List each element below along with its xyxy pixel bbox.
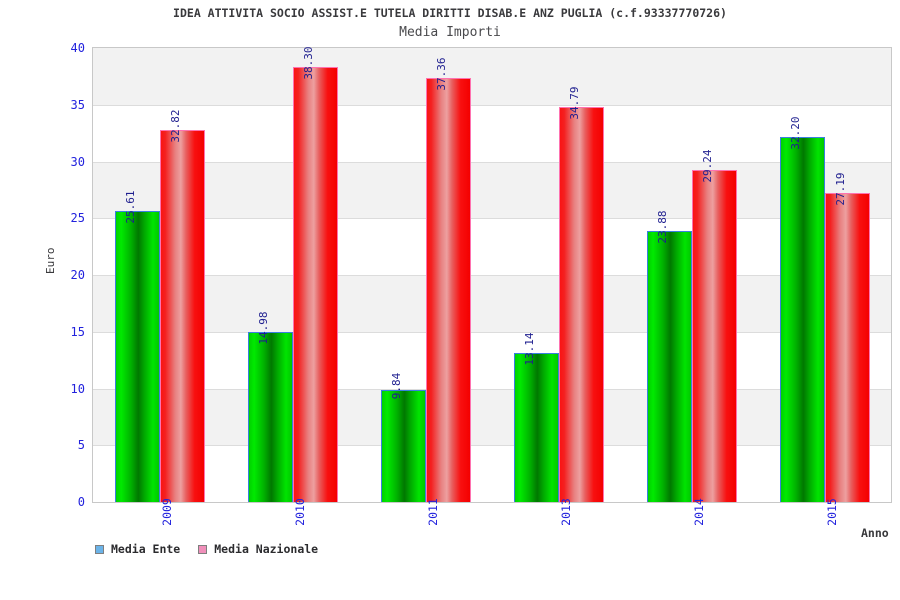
x-axis-tick-label-2014: 2014: [691, 498, 706, 526]
y-axis-tick-label: 25: [70, 211, 85, 226]
legend-label: Media Nazionale: [214, 542, 319, 556]
bar-value-label: 13.14: [523, 332, 536, 366]
bar-value-label: 32.20: [789, 115, 802, 150]
gridline: [93, 331, 891, 333]
bar-value-label: 34.79: [568, 86, 581, 120]
bar-2009-media-nazionale[interactable]: 32.82: [159, 109, 205, 502]
gridline: [93, 445, 891, 447]
x-axis-label: Anno: [861, 526, 889, 540]
legend-item-media-ente[interactable]: Media Ente: [95, 542, 180, 556]
x-axis-tick-label-2009: 2009: [159, 498, 174, 526]
bar-2015-media-ente[interactable]: 32.20: [779, 116, 825, 502]
y-axis-tick-label: 5: [77, 438, 85, 453]
bar-2014-media-nazionale[interactable]: 29.24: [691, 150, 737, 502]
bar-value-label: 27.19: [834, 172, 847, 206]
y-axis-tick-label: 10: [70, 381, 85, 396]
y-axis-tick-label: 30: [70, 154, 85, 169]
gridline: [93, 161, 891, 163]
plot-area: 0 5 10 15 20 25 30 35 40 25.61 32.82 2009 14.98 38.30…: [71, 41, 892, 526]
legend-swatch-icon: [95, 544, 104, 554]
bar-2014-media-ente[interactable]: 23.88: [646, 210, 692, 502]
bar-value-label: 23.88: [656, 210, 669, 244]
bar-2013-media-ente[interactable]: 13.14: [513, 332, 559, 502]
bar-value-label: 29.24: [701, 149, 714, 183]
x-axis-tick-label-2015: 2015: [824, 498, 839, 526]
bar-2013-media-nazionale[interactable]: 34.79: [558, 87, 604, 502]
gridline: [93, 218, 891, 220]
chart-title: IDEA ATTIVITA SOCIO ASSIST.E TUTELA DIRI…: [173, 6, 727, 20]
plot-band: [93, 275, 891, 332]
bar-2015-media-nazionale[interactable]: 27.19: [824, 173, 870, 502]
gridline: [93, 275, 891, 276]
bar-value-label: 32.82: [169, 108, 182, 143]
y-axis-tick-label: 0: [77, 495, 85, 509]
x-axis-tick-label-2010: 2010: [292, 498, 307, 526]
bar-2011-media-ente[interactable]: 9.84: [380, 373, 426, 502]
bar-value-label: 25.61: [124, 190, 137, 224]
legend-label: Media Ente: [111, 542, 181, 556]
gridline: [93, 104, 891, 106]
gridline: [93, 388, 891, 390]
plot-band: [93, 48, 891, 105]
bar-2010-media-ente[interactable]: 14.98: [247, 311, 293, 502]
plot-band: [93, 161, 891, 219]
y-axis-tick-label: 20: [70, 268, 85, 282]
bar-value-label: 9.84: [390, 373, 403, 400]
y-axis-tick-label: 40: [70, 41, 85, 55]
chart-legend: Media Ente Media Nazionale: [95, 542, 318, 556]
bar-value-label: 14.98: [257, 311, 270, 345]
x-axis-tick-label-2013: 2013: [558, 498, 573, 526]
y-axis-tick-label: 15: [70, 324, 85, 339]
x-axis-tick-label-2011: 2011: [425, 498, 440, 526]
bar-value-label: 37.36: [435, 57, 448, 91]
legend-swatch-icon: [198, 544, 208, 554]
bar-value-label: 38.30: [302, 46, 315, 80]
plot-band: [93, 388, 891, 446]
bar-2011-media-nazionale[interactable]: 37.36: [425, 57, 471, 502]
y-axis-tick-label: 35: [70, 97, 85, 112]
chart-subtitle: Media Importi: [399, 25, 501, 40]
bar-2009-media-ente[interactable]: 25.61: [114, 191, 160, 502]
legend-item-media-nazionale[interactable]: Media Nazionale: [198, 542, 318, 556]
bar-2010-media-nazionale[interactable]: 38.30: [292, 47, 338, 502]
y-axis-label: Euro: [44, 247, 57, 275]
